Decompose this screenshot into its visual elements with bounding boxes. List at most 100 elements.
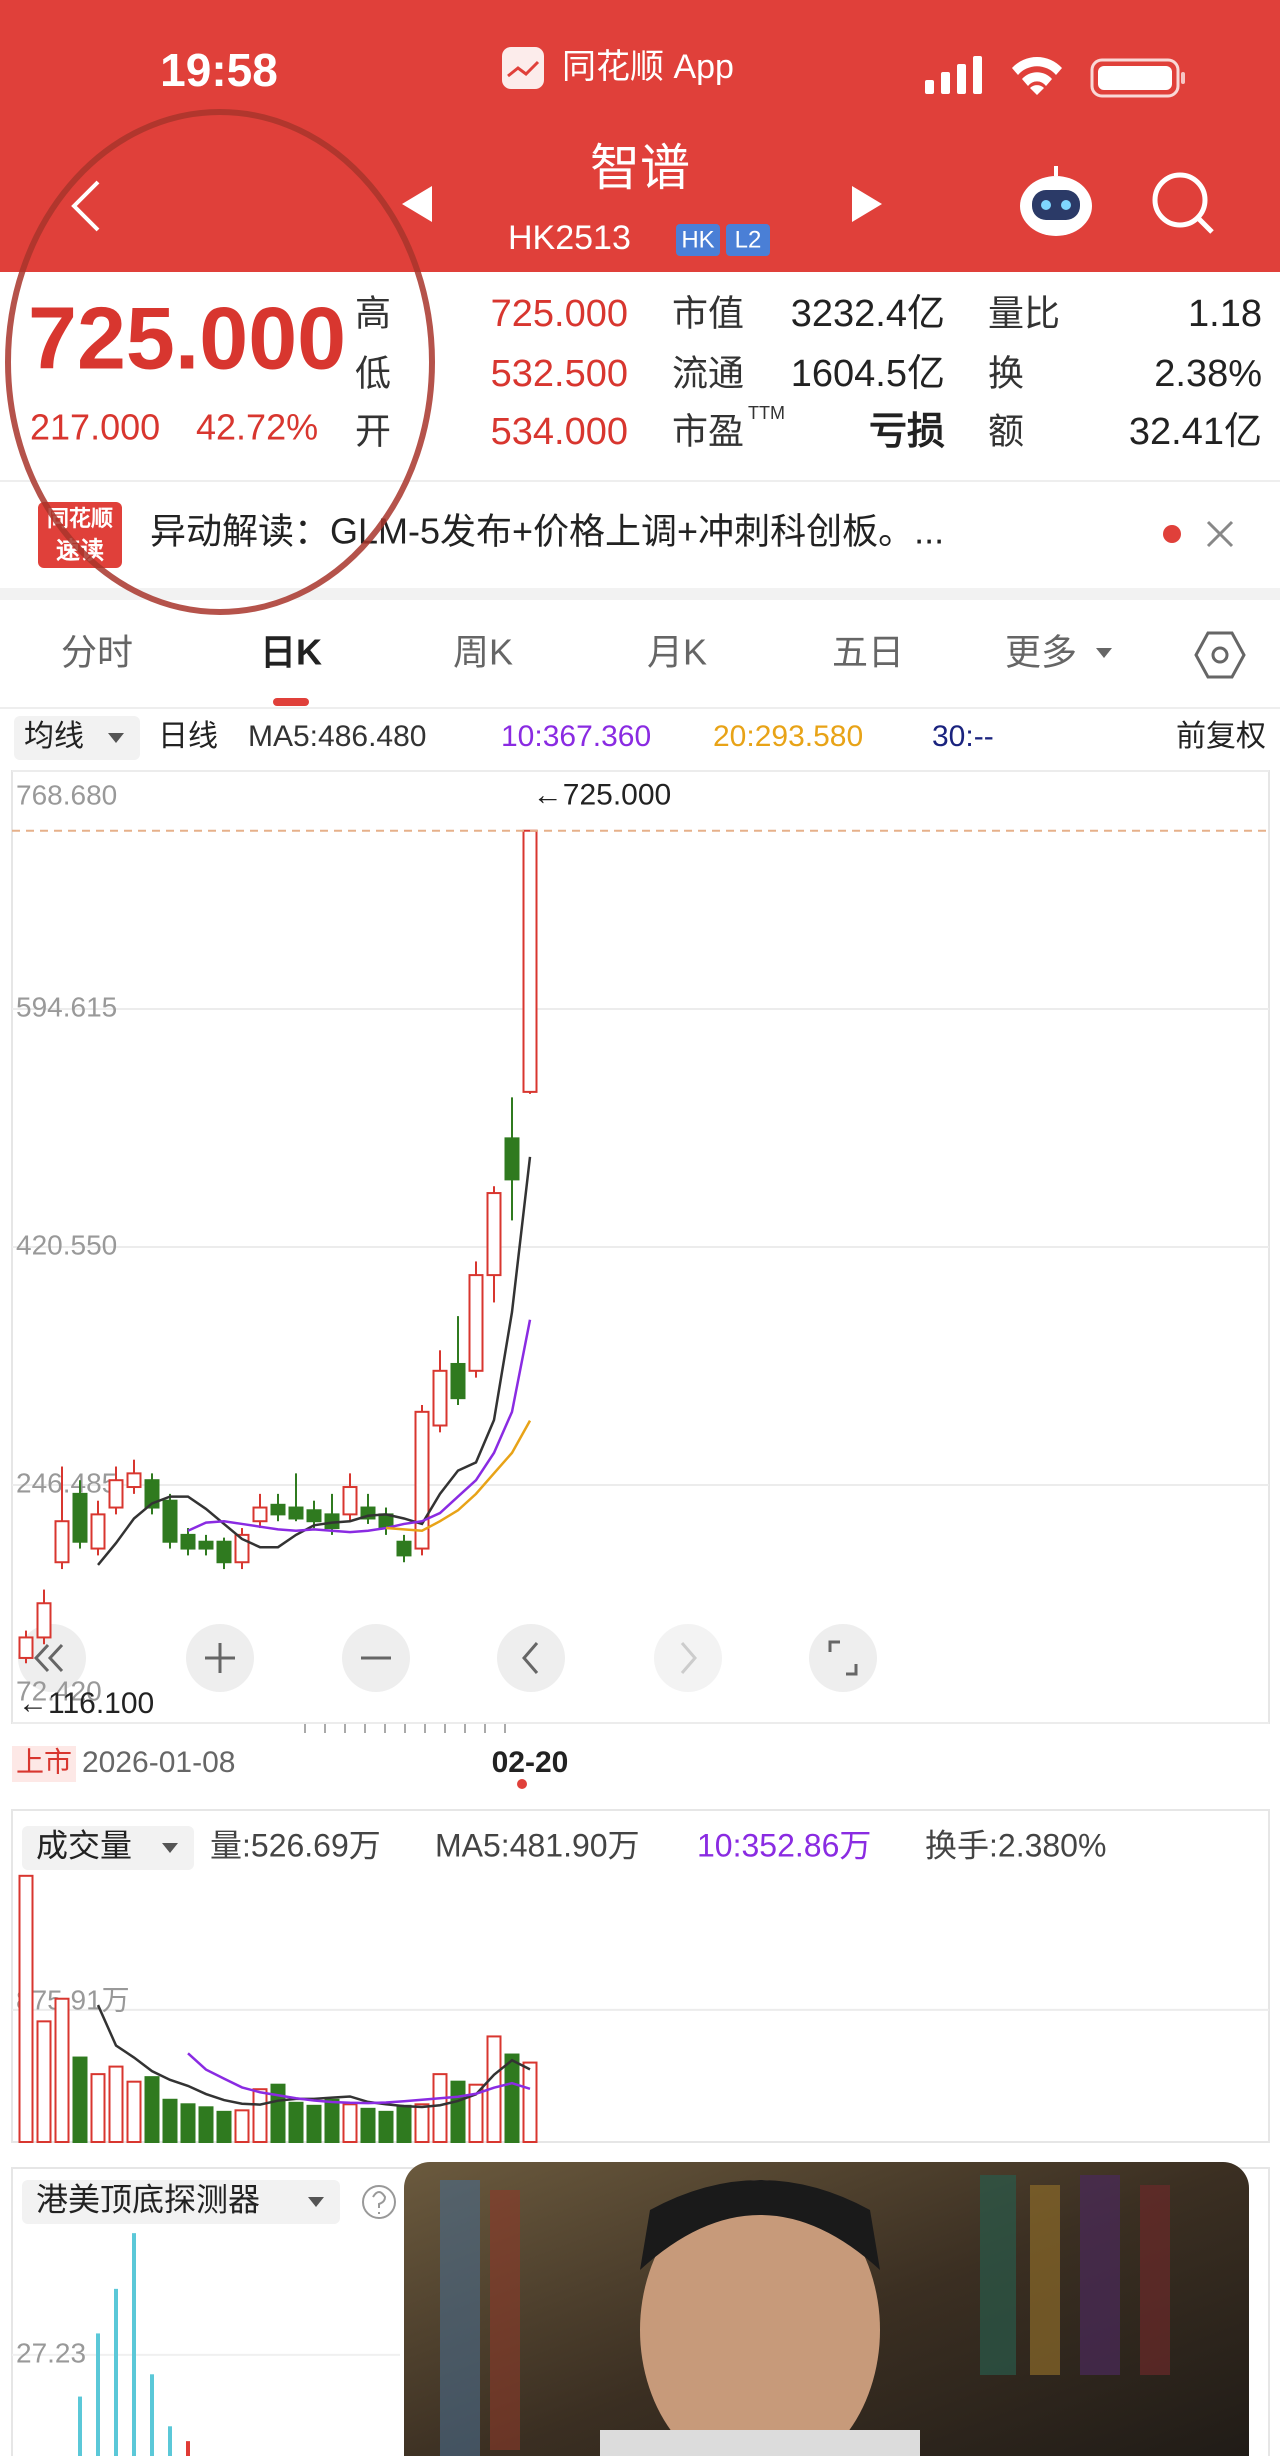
- volume-frame: [11, 1809, 1270, 2143]
- y-tick-label: 875.91万: [16, 1984, 130, 2015]
- video-overlay[interactable]: [404, 2162, 1249, 2456]
- volume-bar: [144, 2076, 160, 2144]
- candle-body: [414, 1410, 430, 1550]
- prev-stock[interactable]: [402, 186, 432, 222]
- candle-body: [18, 1636, 34, 1659]
- stat-label: 换: [988, 353, 1024, 394]
- y-tick-label: 768.680: [16, 779, 117, 810]
- y-tick-label: 246.485: [16, 1467, 117, 1498]
- y-tick-label: 420.550: [16, 1229, 117, 1260]
- volume-bar: [342, 2103, 358, 2144]
- candle-body: [522, 829, 538, 1093]
- stat-value: 2.38%: [1154, 353, 1262, 395]
- stat-value: 532.500: [491, 353, 628, 395]
- candle-body: [342, 1486, 358, 1516]
- tab[interactable]: 日K: [260, 632, 322, 673]
- x-tick-label: 2026-01-08: [82, 1746, 235, 1779]
- divider: [0, 707, 1280, 709]
- turnover-label: 换手:2.380%: [925, 1827, 1106, 1863]
- tab[interactable]: 月K: [647, 632, 707, 673]
- stat-label-sup: TTM: [748, 403, 785, 423]
- stat-value: 725.000: [491, 293, 628, 335]
- volume-bar: [432, 2073, 448, 2144]
- legend-entry: MA5:481.90万: [435, 1827, 640, 1863]
- indicator-name: 成交量: [36, 1827, 132, 1863]
- indicator-bar: [96, 2333, 100, 2456]
- ma-line: [385, 1420, 532, 1533]
- ma-line: [187, 1319, 532, 1534]
- tab[interactable]: 五日: [832, 632, 904, 673]
- candle-body: [306, 1509, 322, 1523]
- indicator-select[interactable]: [14, 716, 140, 760]
- volume-bar: [36, 2020, 52, 2143]
- legend-entry: 20:293.580: [713, 720, 863, 753]
- close-news[interactable]: [1206, 520, 1234, 548]
- indicator-bar: [114, 2288, 118, 2456]
- volume-bar: [198, 2106, 214, 2143]
- volume-bar: [252, 2088, 268, 2144]
- volume-bar: [324, 2098, 340, 2143]
- volume-bar: [288, 2101, 304, 2144]
- assistant-icon[interactable]: [1020, 166, 1092, 236]
- ma-line: [187, 2052, 531, 2105]
- news-text[interactable]: 异动解读：GLM-5发布+价格上调+冲刺科创板。...: [150, 511, 944, 552]
- stat-label: 高: [355, 293, 391, 334]
- search-button[interactable]: [1152, 172, 1214, 234]
- candle-body: [360, 1506, 376, 1520]
- period-label: 日线: [158, 720, 218, 753]
- header-bg: [0, 0, 1280, 272]
- volume-bar: [522, 2061, 538, 2143]
- volume-bar: [108, 2065, 124, 2143]
- x-axis-minor-ticks: [304, 1723, 506, 1733]
- volume-bar: [18, 1874, 34, 2144]
- volume-bar: [54, 1997, 70, 2143]
- candle-body: [270, 1503, 286, 1516]
- volume-bar: [180, 2103, 196, 2144]
- indicator-select[interactable]: [22, 1826, 194, 1870]
- volume-bar: [504, 2053, 520, 2144]
- candle-body: [180, 1533, 196, 1550]
- stat-label: 额: [988, 411, 1024, 452]
- volume-bar: [468, 2083, 484, 2144]
- stat-label: 量比: [988, 293, 1060, 334]
- indicator-bar: [132, 2233, 136, 2456]
- indicator-bar: [78, 2396, 82, 2456]
- volume-bar: [126, 2080, 142, 2144]
- tab[interactable]: 更多: [1005, 632, 1077, 673]
- tab[interactable]: 分时: [61, 632, 133, 673]
- badge: HK: [681, 226, 714, 253]
- app-name: 同花顺 App: [562, 48, 734, 86]
- volume-bar: [414, 2103, 430, 2144]
- candle-body: [252, 1506, 268, 1523]
- stock-name: 智谱: [590, 140, 690, 196]
- candle-body: [468, 1274, 484, 1372]
- settings-button[interactable]: [1194, 631, 1246, 679]
- chart-controls[interactable]: [18, 1624, 877, 1692]
- help-icon[interactable]: [362, 2185, 396, 2219]
- x-tick-label: 02-20: [492, 1746, 569, 1779]
- tab[interactable]: 周K: [453, 632, 513, 673]
- indicator-bar: [168, 2426, 172, 2456]
- candle-body: [90, 1513, 106, 1550]
- stat-value: 1.18: [1188, 293, 1262, 335]
- indicator-name: 港美顶底探测器: [36, 2181, 260, 2217]
- back-button[interactable]: [71, 180, 100, 232]
- volume-bar: [450, 2080, 466, 2144]
- dropdown-arrow: [108, 733, 124, 743]
- candle-body: [162, 1499, 178, 1543]
- volume-bar: [72, 2056, 88, 2143]
- next-stock[interactable]: [852, 186, 882, 222]
- divider: [0, 480, 1280, 482]
- volume-bar: [306, 2104, 322, 2144]
- high-annotation: ←725.000: [533, 779, 671, 812]
- listing-tag: 上市: [16, 1746, 72, 1777]
- y-tick-label: 72.420: [16, 1675, 102, 1706]
- stat-value: 3232.4亿: [791, 293, 945, 335]
- ma-line: [96, 2004, 531, 2109]
- dropdown-arrow: [1096, 648, 1112, 658]
- stat-value: 1604.5亿: [791, 353, 945, 395]
- indicator-select[interactable]: [22, 2180, 340, 2224]
- adjust-mode: 前复权: [1176, 720, 1266, 753]
